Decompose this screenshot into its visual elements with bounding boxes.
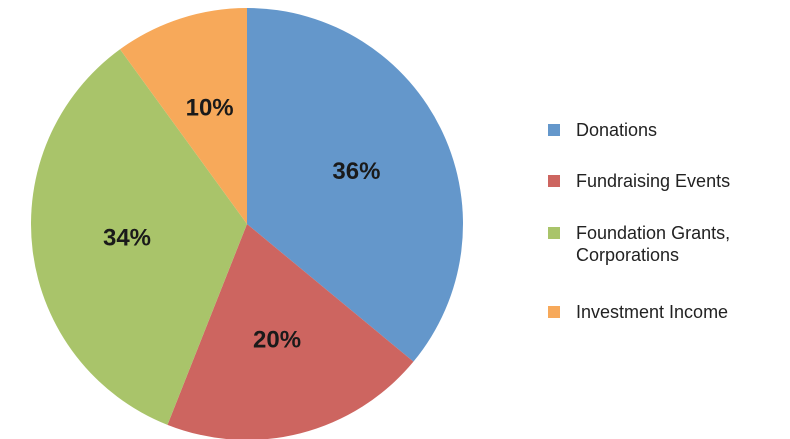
legend-label: Fundraising Events — [576, 171, 731, 191]
legend-swatch — [548, 175, 560, 187]
legend-item: Fundraising Events — [540, 170, 730, 192]
legend-item: Foundation Grants, Corporations — [540, 222, 790, 266]
legend-label: Investment Income — [576, 302, 729, 322]
legend-label: Donations — [576, 120, 658, 140]
pie-slice — [120, 8, 247, 224]
data-label: 34% — [103, 225, 151, 252]
legend-item: Donations — [540, 119, 657, 141]
data-label: 20% — [253, 327, 301, 354]
pie-slice — [30, 49, 247, 425]
legend-swatch — [548, 306, 560, 318]
legend-item: Investment Income — [540, 301, 728, 323]
legend-swatch — [548, 227, 560, 239]
data-label: 36% — [332, 158, 380, 185]
legend-label: Foundation Grants, Corporations — [576, 223, 731, 265]
pie-slice — [167, 224, 414, 439]
legend-swatch — [548, 124, 560, 136]
pie-slice — [247, 8, 464, 362]
data-label: 10% — [186, 94, 234, 121]
